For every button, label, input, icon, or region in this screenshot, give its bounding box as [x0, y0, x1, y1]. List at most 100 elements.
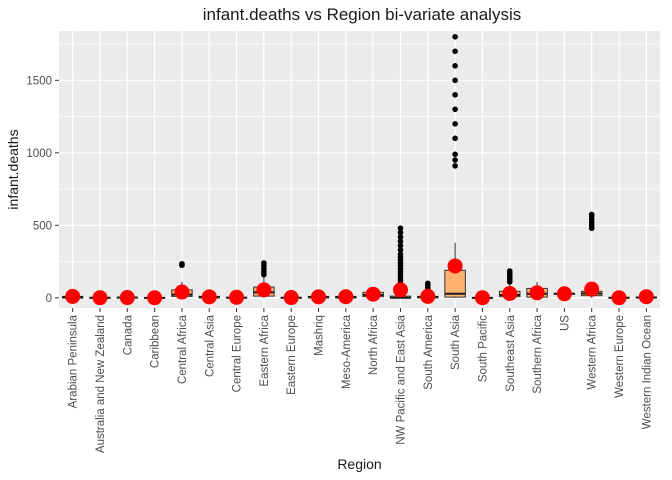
box-18	[553, 286, 576, 302]
outlier-point	[506, 268, 513, 274]
mean-point	[611, 290, 627, 306]
mean-point	[201, 289, 217, 305]
mean-point	[529, 285, 545, 301]
box-1	[89, 290, 111, 306]
mean-point	[638, 289, 654, 305]
mean-point	[174, 284, 190, 300]
chart-title: infant.deaths vs Region bi-variate analy…	[203, 5, 521, 24]
outlier-point	[397, 247, 404, 253]
outlier-point	[452, 157, 458, 163]
box-2	[116, 290, 139, 306]
y-tick-label: 1500	[26, 75, 52, 87]
outlier-point	[452, 34, 458, 40]
mean-point	[311, 289, 327, 305]
x-axis-title: Region	[337, 456, 381, 472]
mean-point	[338, 289, 354, 305]
x-tick-label: Eastern Europe	[286, 315, 298, 395]
box-12	[389, 225, 412, 299]
mean-point	[283, 290, 299, 306]
box-8	[280, 290, 302, 306]
outlier-point	[452, 92, 458, 98]
x-tick-label: NW Pacific and East Asia	[395, 314, 407, 444]
x-tick-label: Eastern Africa	[259, 314, 271, 386]
x-tick-label: Southeast Asia	[505, 314, 517, 391]
mean-point	[474, 290, 490, 306]
box-17	[526, 281, 548, 301]
x-tick-label: South America	[423, 314, 435, 389]
mean-point	[229, 289, 245, 305]
outlier-point	[397, 225, 404, 232]
outlier-point	[397, 229, 404, 236]
box-10	[335, 289, 357, 305]
outlier-point	[397, 234, 404, 240]
x-tick-label: South Asia	[450, 314, 462, 370]
boxes-layer	[61, 34, 658, 306]
x-tick-label: South Pacific	[477, 315, 489, 382]
box-3	[143, 290, 166, 306]
x-tick-label: Central Europe	[232, 315, 244, 392]
outlier-point	[452, 163, 458, 169]
box-7	[253, 260, 275, 298]
outlier-point	[452, 135, 458, 142]
box-20	[608, 290, 630, 306]
mean-point	[584, 281, 600, 297]
outlier-point	[397, 251, 404, 258]
outlier-point	[424, 280, 431, 287]
outlier-point	[452, 121, 458, 127]
x-tick-label: Mashriq	[314, 315, 326, 356]
mean-point	[447, 258, 463, 274]
outlier-point	[452, 151, 458, 158]
x-tick-label: Western Indian Ocean	[641, 315, 653, 429]
box-13	[417, 280, 439, 304]
outlier-point	[261, 260, 267, 266]
x-tick-label: Canada	[122, 314, 134, 355]
outlier-point	[452, 77, 458, 84]
x-tick-label: Arabian Peninsula	[68, 314, 80, 408]
plot-panel	[59, 31, 660, 308]
mean-point	[92, 290, 108, 306]
box-19	[580, 211, 603, 298]
x-tick-label: Australia and New Zealand	[95, 315, 107, 453]
mean-point	[502, 285, 518, 301]
mean-point	[65, 288, 81, 304]
y-tick-label: 500	[33, 220, 52, 232]
gridlines	[59, 31, 660, 308]
box-14	[444, 34, 466, 298]
box-16	[499, 268, 521, 301]
x-tick-label: Southern Africa	[532, 314, 544, 393]
x-tick-label: Western Africa	[587, 314, 599, 389]
x-tick-label: Central Africa	[177, 314, 189, 384]
mean-point	[556, 286, 572, 302]
x-tick-label: North Africa	[368, 314, 380, 375]
box-4	[171, 260, 193, 300]
outlier-point	[452, 63, 458, 69]
mean-point	[420, 288, 436, 304]
box-6	[225, 289, 248, 305]
mean-point	[147, 290, 163, 306]
x-tick-label: Meso-America	[341, 314, 353, 389]
box-21	[635, 289, 658, 305]
box-9	[307, 289, 330, 305]
box-11	[362, 286, 384, 302]
x-tick-label: Central Asia	[204, 314, 216, 377]
outlier-point	[397, 238, 404, 245]
x-tick-label: Western Europe	[614, 315, 626, 398]
box-5	[198, 289, 220, 305]
outlier-point	[179, 260, 185, 267]
outlier-point	[588, 211, 595, 218]
y-tick-label: 1000	[26, 148, 52, 160]
x-tick-label: Caribbean	[150, 315, 162, 368]
mean-point	[365, 286, 381, 302]
axes-layer: 0 500 1000 1500 Arabian Peninsula Australia a…	[26, 75, 653, 453]
outlier-point	[452, 48, 458, 55]
mean-point	[256, 282, 272, 298]
y-axis-title: infant.deaths	[5, 129, 21, 209]
box-0	[61, 288, 84, 304]
mean-point	[392, 282, 408, 298]
box-15	[471, 290, 494, 306]
outlier-point	[452, 106, 458, 113]
mean-point	[119, 290, 135, 306]
y-tick-label: 0	[46, 293, 52, 305]
outlier-point	[397, 242, 404, 249]
